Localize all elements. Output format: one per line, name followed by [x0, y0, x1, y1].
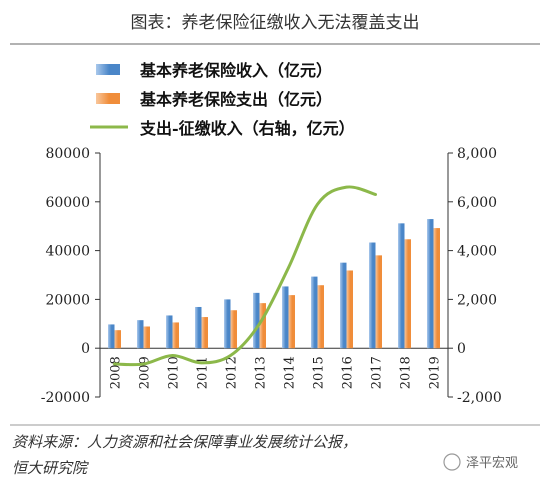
bar-income	[340, 262, 347, 349]
watermark: 泽平宏观	[443, 453, 518, 471]
bar-income	[369, 242, 376, 349]
legend-label: 支出-征缴收入（右轴，亿元）	[139, 119, 355, 138]
bar-income	[282, 286, 289, 349]
x-tick-label: 2008	[109, 356, 124, 389]
y-right-tick-label: -2,000	[457, 390, 502, 406]
watermark-icon	[443, 453, 461, 471]
source-line-1: 资料来源：人力资源和社会保障事业发展统计公报，	[12, 433, 357, 451]
bars	[108, 219, 440, 349]
bar-expense	[114, 330, 121, 349]
bar-expense	[143, 326, 150, 349]
legend-label: 基本养老保险收入（亿元）	[139, 61, 332, 80]
x-tick-label: 2016	[341, 356, 356, 389]
y-right-tick-label: 2,000	[457, 292, 497, 308]
y-right-tick-label: 4,000	[457, 244, 497, 260]
x-tick-label: 2010	[167, 356, 182, 389]
bar-income	[398, 223, 405, 349]
axes: 80000 60000 40000 20000 0 -20000 8,000 6,000 4,0…	[41, 146, 502, 406]
figure-title: 图表：养老保险征缴收入无法覆盖支出	[131, 13, 420, 33]
bar-expense	[433, 228, 440, 349]
legend: 基本养老保险收入（亿元） 基本养老保险支出（亿元） 支出-征缴收入（右轴，亿元）	[90, 61, 355, 138]
source-line-2: 恒大研究院	[12, 459, 89, 477]
y-right-tick-label: 6,000	[457, 195, 497, 211]
bar-income	[195, 306, 202, 349]
bar-income	[224, 299, 231, 349]
bar-expense	[317, 285, 324, 349]
legend-label: 基本养老保险支出（亿元）	[139, 90, 332, 109]
x-tick-label: 2017	[370, 356, 385, 389]
x-tick-label: 2013	[254, 356, 269, 389]
y-right-tick-label: 8,000	[457, 146, 497, 162]
bar-income	[253, 292, 260, 349]
bar-expense	[259, 303, 266, 349]
y-left-tick-label: 20000	[45, 292, 90, 308]
bar-expense	[172, 322, 179, 349]
y-left-tick-label: 80000	[45, 146, 90, 162]
x-tick-label: 2011	[196, 356, 211, 389]
legend-swatch-expense	[96, 93, 120, 104]
line-deficit	[113, 185, 377, 367]
bar-income	[166, 315, 173, 349]
x-tick-label: 2015	[312, 356, 327, 389]
bar-income	[427, 219, 434, 349]
bar-expense	[230, 310, 237, 349]
legend-swatch-income	[96, 64, 120, 75]
bar-expense	[346, 270, 353, 349]
bar-income	[108, 324, 115, 349]
y-right-tick-label: 0	[457, 341, 466, 357]
x-tick-label: 2019	[428, 356, 443, 389]
bar-expense	[375, 255, 382, 349]
watermark-text: 泽平宏观	[466, 456, 518, 471]
line-series	[113, 185, 377, 367]
bar-income	[137, 320, 144, 349]
y-left-tick-label: 0	[81, 341, 90, 357]
y-left-tick-label: 40000	[45, 244, 90, 260]
y-left-tick-label: 60000	[45, 195, 90, 211]
y-left-tick-label: -20000	[41, 390, 90, 406]
bar-expense	[288, 295, 295, 349]
x-tick-label: 2012	[225, 356, 240, 389]
x-tick-label: 2018	[399, 356, 414, 389]
x-tick-label: 2014	[283, 356, 298, 389]
bar-expense	[201, 317, 208, 349]
bar-expense	[404, 239, 411, 349]
bar-income	[311, 276, 318, 349]
